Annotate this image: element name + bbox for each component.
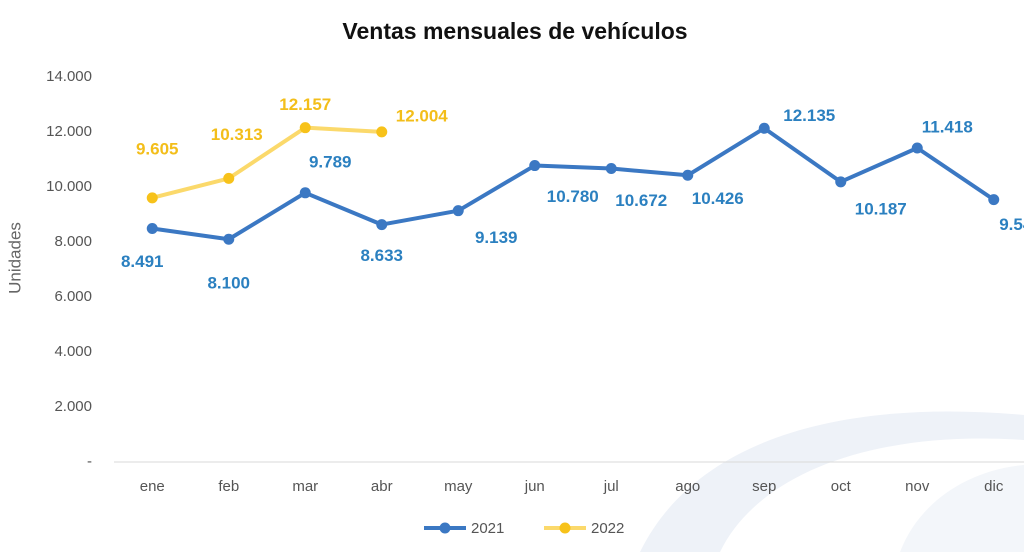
data-label: 12.135 bbox=[783, 106, 835, 125]
x-tick-label: sep bbox=[752, 478, 776, 495]
data-label: 12.004 bbox=[396, 106, 449, 125]
data-point bbox=[146, 222, 158, 234]
y-tick-label: 14.000 bbox=[46, 68, 92, 85]
data-label: 9.54 bbox=[999, 215, 1024, 234]
x-tick-label: abr bbox=[371, 478, 393, 495]
y-tick-label: 8.000 bbox=[54, 233, 92, 250]
data-point bbox=[299, 122, 311, 134]
x-tick-label: jul bbox=[603, 478, 619, 495]
data-point bbox=[299, 187, 311, 199]
data-point bbox=[223, 233, 235, 245]
data-point bbox=[911, 142, 923, 154]
data-point bbox=[988, 194, 1000, 206]
data-point bbox=[376, 126, 388, 138]
data-label: 10.313 bbox=[211, 125, 263, 144]
series-line bbox=[151, 125, 382, 200]
data-label: 9.139 bbox=[475, 228, 518, 247]
legend-label: 2021 bbox=[471, 520, 504, 537]
y-tick-label: 6.000 bbox=[54, 288, 92, 305]
y-tick-label: - bbox=[87, 453, 92, 470]
x-tick-label: mar bbox=[292, 478, 318, 495]
x-tick-label: ene bbox=[140, 478, 165, 495]
legend-marker bbox=[439, 522, 451, 534]
data-point bbox=[835, 176, 847, 188]
data-point bbox=[605, 163, 617, 175]
chart-title: Ventas mensuales de vehículos bbox=[342, 18, 687, 44]
x-tick-label: ago bbox=[675, 478, 700, 495]
x-tick-label: dic bbox=[984, 478, 1004, 495]
data-point bbox=[223, 172, 235, 184]
y-tick-label: 10.000 bbox=[46, 178, 92, 195]
data-label: 9.605 bbox=[136, 139, 179, 158]
data-label: 8.100 bbox=[207, 274, 250, 293]
data-label: 8.633 bbox=[360, 246, 403, 265]
data-point bbox=[682, 169, 694, 181]
data-point bbox=[376, 219, 388, 231]
data-point bbox=[452, 205, 464, 217]
legend-marker bbox=[559, 522, 571, 534]
y-tick-label: 2.000 bbox=[54, 398, 92, 415]
data-point bbox=[529, 160, 541, 172]
data-point bbox=[146, 192, 158, 204]
x-tick-label: feb bbox=[218, 478, 239, 495]
data-point bbox=[758, 122, 770, 134]
y-axis-label: Unidades bbox=[5, 222, 24, 294]
x-tick-label: jun bbox=[524, 478, 545, 495]
data-label: 10.672 bbox=[615, 191, 667, 210]
data-label: 10.426 bbox=[692, 189, 744, 208]
data-label: 9.789 bbox=[309, 152, 352, 171]
legend-label: 2022 bbox=[591, 520, 624, 537]
y-tick-label: 12.000 bbox=[46, 123, 92, 140]
background-arc bbox=[900, 465, 1024, 552]
background-arc bbox=[640, 411, 1024, 552]
data-label: 8.491 bbox=[121, 252, 164, 271]
y-tick-label: 4.000 bbox=[54, 343, 92, 360]
data-label: 10.187 bbox=[855, 199, 907, 218]
data-label: 12.157 bbox=[279, 95, 331, 114]
x-tick-label: nov bbox=[905, 478, 930, 495]
x-tick-label: oct bbox=[831, 478, 852, 495]
data-label: 11.418 bbox=[922, 117, 973, 136]
data-label: 10.780 bbox=[547, 187, 599, 206]
x-tick-label: may bbox=[444, 478, 473, 495]
series-line bbox=[151, 126, 995, 242]
